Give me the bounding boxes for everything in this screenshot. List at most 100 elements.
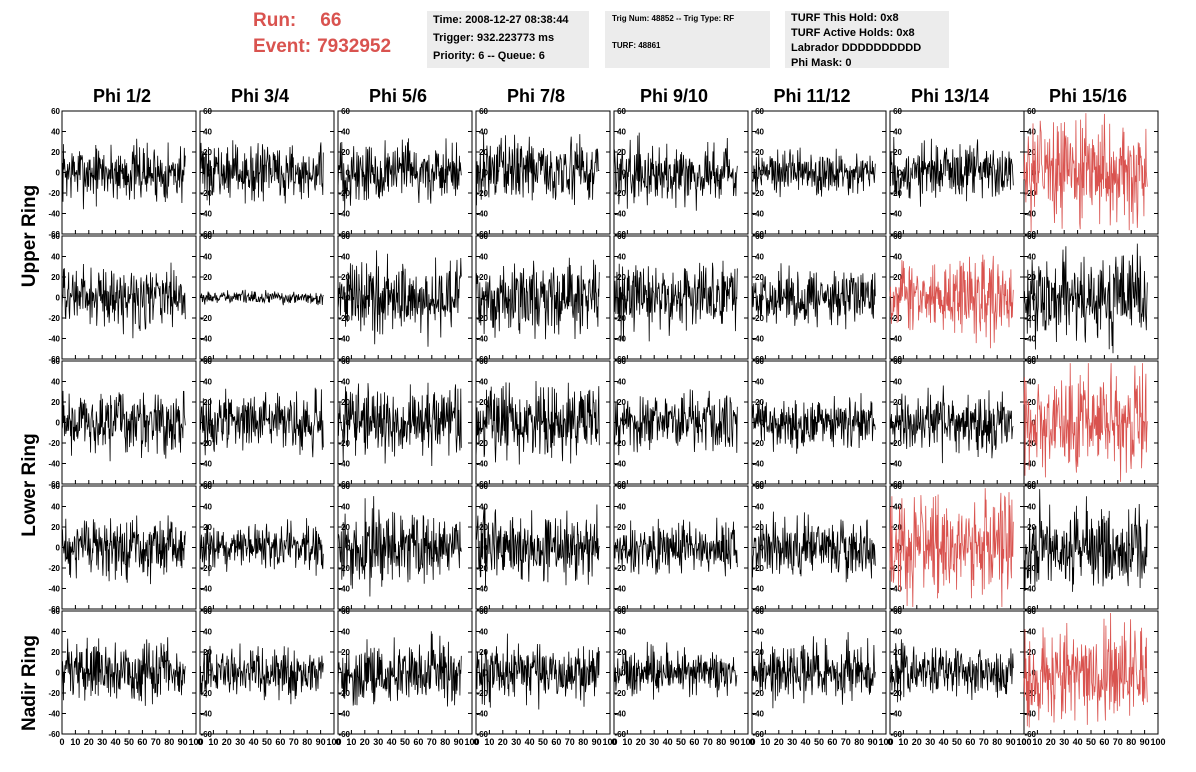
y-tick-label-r1c2-1: -40 <box>338 335 350 344</box>
y-tick-label-r3c2-1: -40 <box>338 585 350 594</box>
y-tick-label-r4c5-1: -40 <box>752 710 764 719</box>
y-tick-label-r2c3-1: -40 <box>476 460 488 469</box>
time-text: Time: 2008-12-27 08:38:44 <box>433 14 569 26</box>
y-tick-label-r4c7-1: -40 <box>1024 710 1036 719</box>
y-tick-label-r4c2-0: -60 <box>338 730 350 739</box>
y-tick-label-r0c0-5: 40 <box>51 128 60 137</box>
x-tick-label-r4c1-8: 80 <box>302 737 312 747</box>
y-tick-label-r1c0-2: -20 <box>48 314 60 323</box>
y-tick-label-r3c5-1: -40 <box>752 585 764 594</box>
y-tick-label-r2c1-0: -60 <box>200 480 212 489</box>
y-tick-label-r2c2-1: -40 <box>338 460 350 469</box>
column-header-phi-1-2: Phi 1/2 <box>92 86 152 106</box>
y-tick-label-r2c4-4: 20 <box>617 398 626 407</box>
waveform-r2c7 <box>1023 363 1148 482</box>
x-tick-label-r4c5-8: 80 <box>854 737 864 747</box>
y-tick-label-r3c0-2: -20 <box>48 564 60 573</box>
y-tick-label-r1c1-2: -20 <box>200 314 212 323</box>
y-tick-label-r4c0-1: -40 <box>48 710 60 719</box>
y-tick-label-r0c6-1: -40 <box>890 210 902 219</box>
y-tick-label-r0c7-6: 60 <box>1027 107 1036 116</box>
y-tick-label-r3c3-6: 60 <box>479 482 488 491</box>
x-tick-label-r4c4-9: 90 <box>730 737 740 747</box>
y-tick-label-r3c5-2: -20 <box>752 564 764 573</box>
y-tick-label-r3c7-5: 40 <box>1027 503 1036 512</box>
y-tick-label-r4c1-5: 40 <box>203 628 212 637</box>
x-tick-label-r4c6-10: 100 <box>1016 737 1031 747</box>
waveform-r3c3 <box>475 504 600 589</box>
x-tick-label-r4c7-4: 40 <box>1073 737 1083 747</box>
y-tick-label-r4c3-5: 40 <box>479 628 488 637</box>
y-tick-label-r4c6-6: 60 <box>893 607 902 616</box>
y-tick-label-r1c6-0: -60 <box>890 355 902 364</box>
waveform-r0c7 <box>1023 113 1148 232</box>
y-tick-label-r1c2-0: -60 <box>338 355 350 364</box>
y-tick-label-r3c1-5: 40 <box>203 503 212 512</box>
y-tick-label-r3c3-2: -20 <box>476 564 488 573</box>
x-tick-label-r4c3-6: 60 <box>551 737 561 747</box>
x-tick-label-r4c6-1: 10 <box>898 737 908 747</box>
y-tick-label-r1c4-6: 60 <box>617 232 626 241</box>
y-tick-label-r3c5-5: 40 <box>755 503 764 512</box>
x-tick-label-r4c0-4: 40 <box>111 737 121 747</box>
waveform-r4c3 <box>475 633 600 710</box>
y-tick-label-r4c0-2: -20 <box>48 689 60 698</box>
x-tick-label-r4c2-2: 20 <box>360 737 370 747</box>
y-tick-label-r1c6-6: 60 <box>893 232 902 241</box>
y-tick-label-r1c1-4: 20 <box>203 273 212 282</box>
x-tick-label-r4c3-9: 90 <box>592 737 602 747</box>
y-tick-label-r0c7-1: -40 <box>1024 210 1036 219</box>
x-tick-label-r4c0-9: 90 <box>178 737 188 747</box>
y-tick-label-r0c0-2: -20 <box>48 189 60 198</box>
y-tick-label-r1c5-6: 60 <box>755 232 764 241</box>
column-header-phi-11-12: Phi 11/12 <box>773 86 851 106</box>
y-tick-label-r4c2-6: 60 <box>341 607 350 616</box>
y-tick-label-r1c7-1: -40 <box>1024 335 1036 344</box>
y-tick-label-r0c0-1: -40 <box>48 210 60 219</box>
x-tick-label-r4c1-2: 20 <box>222 737 232 747</box>
waveform-r4c0 <box>61 637 186 706</box>
y-tick-label-r2c5-5: 40 <box>755 378 764 387</box>
y-tick-label-r4c5-6: 60 <box>755 607 764 616</box>
y-tick-label-r3c4-1: -40 <box>614 585 626 594</box>
waveform-r0c4 <box>613 132 738 211</box>
y-tick-label-r4c3-0: -60 <box>476 730 488 739</box>
y-tick-label-r2c4-6: 60 <box>617 357 626 366</box>
y-tick-label-r1c4-5: 40 <box>617 253 626 262</box>
x-tick-label-r4c7-9: 90 <box>1140 737 1150 747</box>
waveform-r3c2 <box>337 496 462 597</box>
y-tick-label-r0c0-0: -60 <box>48 230 60 239</box>
y-tick-label-r0c1-0: -60 <box>200 230 212 239</box>
y-tick-label-r4c3-4: 20 <box>479 648 488 657</box>
y-tick-label-r1c0-0: -60 <box>48 355 60 364</box>
y-tick-label-r2c5-6: 60 <box>755 357 764 366</box>
y-tick-label-r3c7-0: -60 <box>1024 605 1036 614</box>
y-tick-label-r3c2-4: 20 <box>341 523 350 532</box>
y-tick-label-r2c3-4: 20 <box>479 398 488 407</box>
y-tick-label-r2c3-0: -60 <box>476 480 488 489</box>
waveform-r0c5 <box>751 147 876 198</box>
y-tick-label-r4c7-6: 60 <box>1027 607 1036 616</box>
panel-frame-r1c3 <box>475 235 611 360</box>
y-tick-label-r1c0-6: 60 <box>51 232 60 241</box>
waveform-r3c1 <box>199 518 324 577</box>
x-tick-label-r4c2-10: 100 <box>464 737 479 747</box>
waveform-r1c0 <box>61 262 186 339</box>
x-tick-label-r4c0-6: 60 <box>137 737 147 747</box>
y-tick-label-r2c4-5: 40 <box>617 378 626 387</box>
waveform-r3c0 <box>61 515 186 585</box>
x-tick-label-r4c7-10: 100 <box>1150 737 1165 747</box>
x-tick-label-r4c5-7: 70 <box>841 737 851 747</box>
waveform-r2c3 <box>475 380 600 465</box>
y-tick-label-r2c6-0: -60 <box>890 480 902 489</box>
y-tick-label-r1c2-6: 60 <box>341 232 350 241</box>
y-tick-label-r1c3-3: 0 <box>484 294 489 303</box>
y-tick-label-r1c3-0: -60 <box>476 355 488 364</box>
waveform-r3c5 <box>751 511 876 583</box>
x-tick-label-r4c3-8: 80 <box>578 737 588 747</box>
waveform-r1c6 <box>889 254 1014 349</box>
x-tick-label-r4c7-1: 10 <box>1032 737 1042 747</box>
x-tick-label-r4c2-9: 90 <box>454 737 464 747</box>
y-tick-label-r4c3-1: -40 <box>476 710 488 719</box>
y-tick-label-r4c5-5: 40 <box>755 628 764 637</box>
